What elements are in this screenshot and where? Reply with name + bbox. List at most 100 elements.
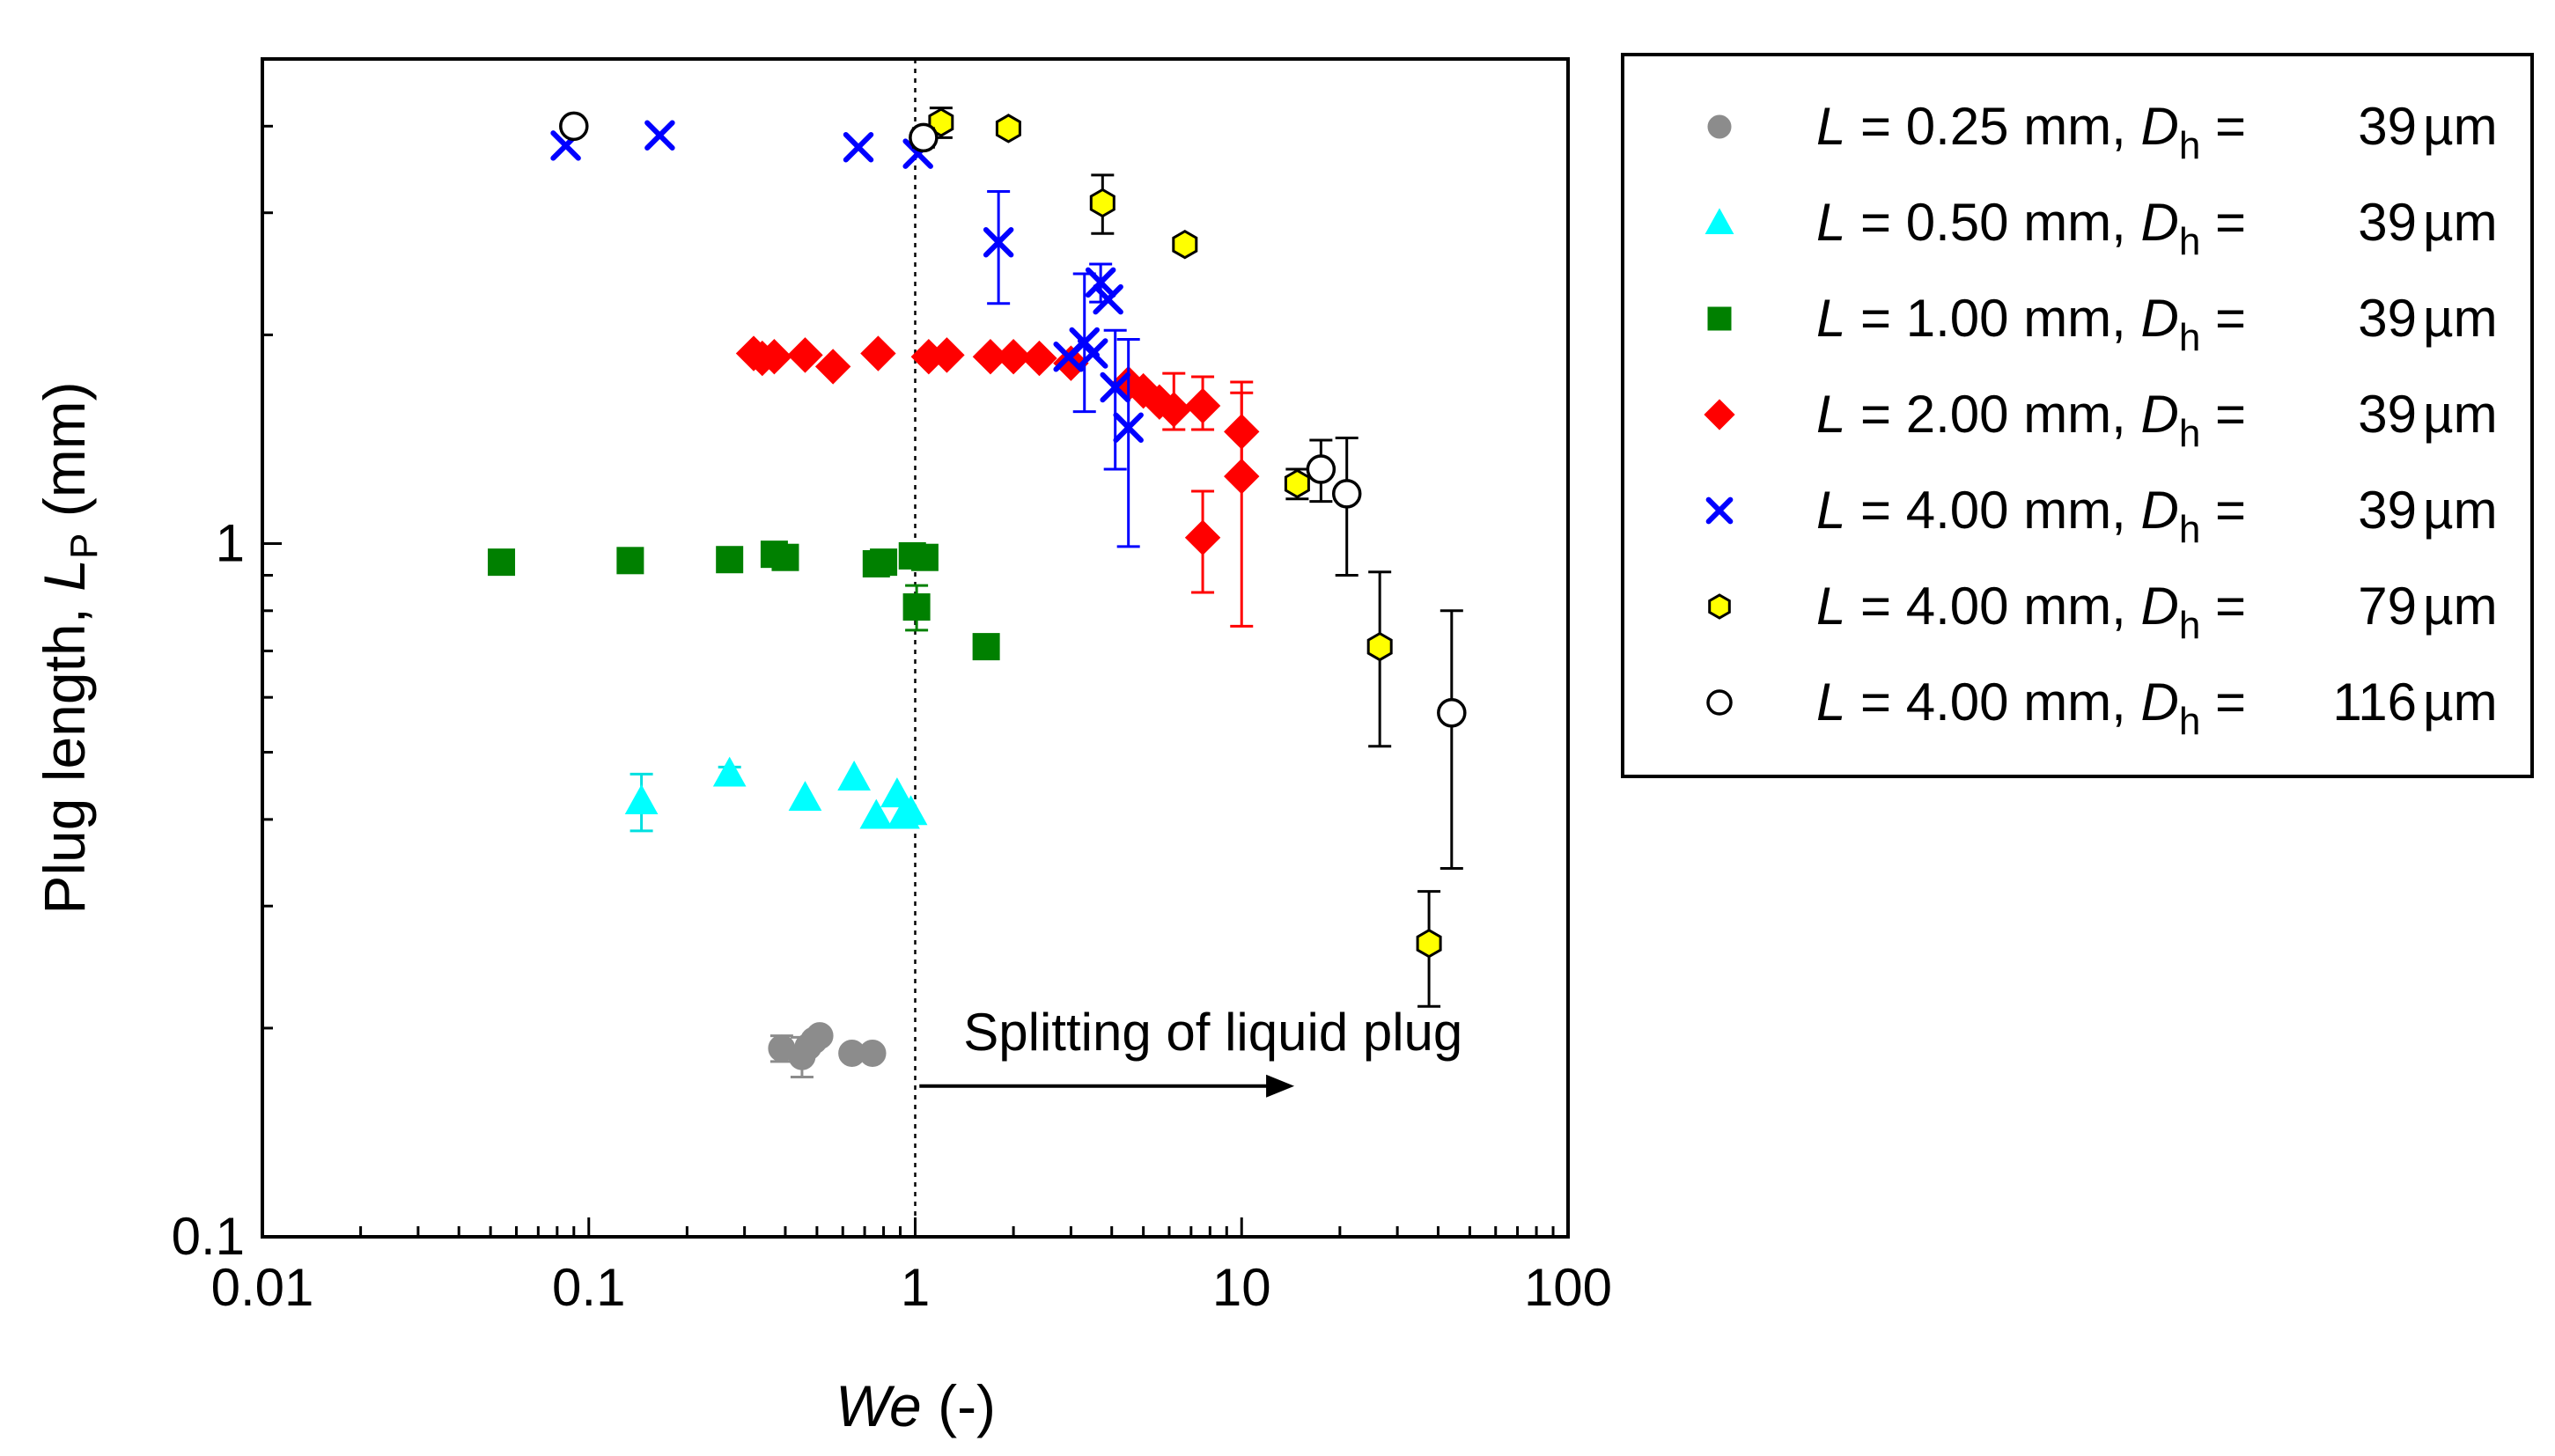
y-axis-title-suffix: (mm) — [32, 381, 97, 533]
data-point — [756, 339, 792, 375]
legend-label-part: L — [1816, 673, 1845, 732]
data-point — [1416, 928, 1442, 959]
legend-item-3: L = 1.00 mm, Dh = 39 µm — [1707, 289, 2498, 359]
legend-label: L = 4.00 mm, Dh = — [1816, 577, 2246, 647]
legend-label-part: L — [1816, 385, 1845, 444]
data-point — [616, 547, 644, 575]
legend-label: L = 4.00 mm, Dh = — [1816, 481, 2246, 551]
x-axis-title-var: We — [836, 1373, 922, 1438]
data-point — [1306, 454, 1336, 484]
y-axis-title: Plug length, LP (mm) — [32, 381, 106, 914]
legend-label-part: = 1.00 mm, — [1845, 289, 2140, 348]
data-point — [1021, 340, 1057, 377]
data-point — [788, 781, 822, 812]
legend-marker — [1705, 496, 1734, 525]
data-point — [1184, 519, 1221, 555]
data-point — [1089, 188, 1116, 218]
legend-item-5: L = 4.00 mm, Dh = 39 µm — [1705, 481, 2498, 551]
legend-label: L = 0.50 mm, Dh = — [1816, 193, 2246, 263]
data-point — [1113, 412, 1144, 443]
error-bar — [1439, 609, 1463, 870]
legend-label-part: = 2.00 mm, — [1845, 385, 2140, 444]
data-point — [1331, 479, 1362, 509]
legend-label-part: h — [2179, 604, 2200, 647]
data-point — [870, 548, 898, 577]
data-point — [806, 1022, 834, 1050]
legend-label-part: = — [2200, 577, 2246, 636]
cross-stroke — [1085, 267, 1116, 298]
legend-unit: µm — [2423, 385, 2498, 444]
annotation-text: Splitting of liquid plug — [963, 1003, 1462, 1062]
x-tick-label: 0.01 — [211, 1258, 314, 1317]
legend-item-7: L = 4.00 mm, Dh = 116 µm — [1706, 673, 2498, 743]
data-point — [624, 784, 659, 815]
legend-label-part: D — [2141, 385, 2179, 444]
data-point — [860, 335, 896, 371]
y-axis-title-var: L — [32, 559, 97, 592]
legend-label-part: = 4.00 mm, — [1845, 577, 2140, 636]
legend-label-part: D — [2141, 481, 2179, 540]
legend-label-part: h — [2179, 508, 2200, 551]
cross-stroke — [843, 131, 874, 163]
data-point — [1437, 697, 1467, 728]
data-point — [983, 226, 1014, 258]
legend-label-part: = — [2200, 481, 2246, 540]
legend-label-part: h — [2179, 412, 2200, 455]
legend-label-part: = 0.50 mm, — [1845, 193, 2140, 252]
legend-unit: µm — [2423, 193, 2498, 252]
legend-unit: µm — [2423, 97, 2498, 156]
series-3 — [488, 540, 1000, 661]
legend-label-part: h — [2179, 124, 2200, 167]
y-tick-label: 1 — [216, 513, 245, 572]
data-point — [1100, 371, 1130, 403]
x-tick-label: 100 — [1524, 1258, 1612, 1317]
data-point — [488, 548, 516, 577]
data-point — [1366, 631, 1393, 662]
legend-label-part: = — [2200, 385, 2246, 444]
y-axis-title-prefix: Plug length, — [32, 592, 97, 915]
data-point — [859, 798, 894, 829]
legend-item-2: L = 0.50 mm, Dh = 39 µm — [1705, 193, 2498, 263]
data-point — [1093, 283, 1123, 315]
data-point — [814, 349, 851, 385]
data-point — [929, 337, 965, 373]
data-point — [1184, 387, 1221, 424]
legend-label-part: = — [2200, 289, 2246, 348]
legend-label-part: = 4.00 mm, — [1845, 673, 2140, 732]
legend-label-part: = 4.00 mm, — [1845, 481, 2140, 540]
data-point — [644, 120, 675, 151]
legend-label-part: L — [1816, 97, 1845, 156]
legend-dh-value: 39 — [2358, 193, 2417, 252]
legend-label-part: h — [2179, 316, 2200, 359]
x-tick-labels: 0.01 0.1 1 10 100 — [211, 1258, 1612, 1317]
legend-marker — [1705, 208, 1734, 234]
legend-label: L = 2.00 mm, Dh = — [1816, 385, 2246, 455]
legend-label: L = 4.00 mm, Dh = — [1816, 673, 2246, 743]
error-bar — [987, 190, 1011, 305]
data-point — [880, 777, 914, 808]
legend-marker — [1708, 593, 1731, 620]
cross-stroke — [1705, 496, 1734, 525]
legend-label-part: D — [2141, 577, 2179, 636]
data-point — [995, 114, 1021, 143]
legend-unit: µm — [2423, 289, 2498, 348]
legend-dh-value: 79 — [2358, 577, 2417, 636]
y-axis-title-sub: P — [63, 533, 106, 559]
legend-label: L = 0.25 mm, Dh = — [1816, 97, 2246, 167]
error-bar — [1103, 328, 1127, 471]
data-point — [972, 633, 1000, 661]
data-point — [1156, 392, 1192, 428]
legend-label-part: D — [2141, 193, 2179, 252]
legend-label-part: = 0.25 mm, — [1845, 97, 2140, 156]
series-2 — [624, 756, 928, 833]
legend-label-part: D — [2141, 673, 2179, 732]
legend-frame — [1621, 53, 2534, 778]
data-point — [712, 756, 747, 787]
data-point — [1284, 468, 1310, 499]
annotation: Splitting of liquid plug — [919, 1003, 1462, 1098]
data-point — [1172, 229, 1198, 260]
legend-marker — [1707, 114, 1732, 139]
legend-label-part: = — [2200, 193, 2246, 252]
cross-stroke — [1100, 371, 1130, 403]
legend-label: L = 1.00 mm, Dh = — [1816, 289, 2246, 359]
